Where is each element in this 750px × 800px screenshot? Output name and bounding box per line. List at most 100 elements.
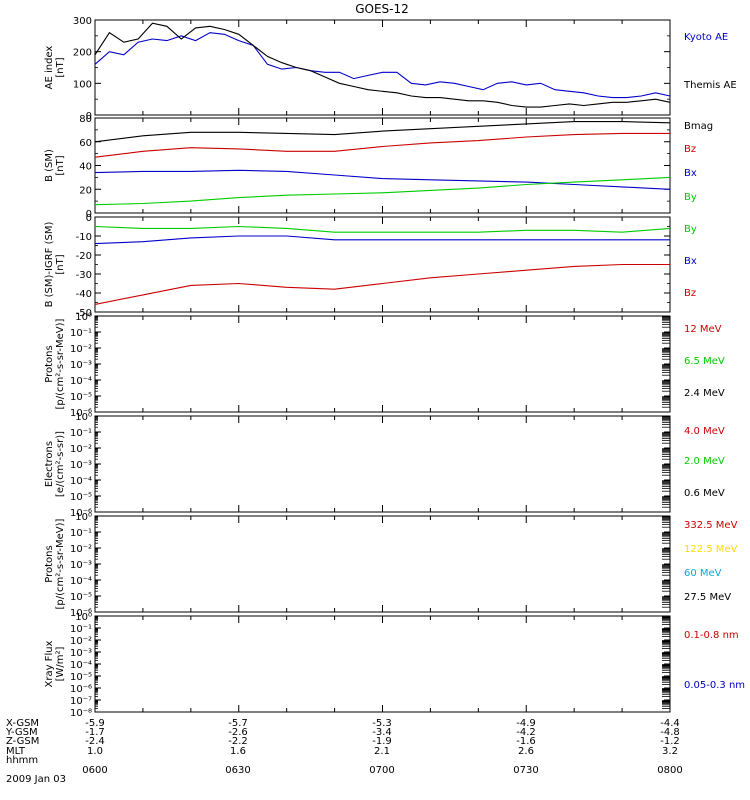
y-tick-label: -10 (76, 232, 92, 243)
legend-entry: 6.5 MeV (684, 356, 725, 367)
y-tick-label: 0 (86, 213, 92, 224)
y-tick-label: -30 (76, 270, 92, 281)
legend-entry: By (684, 224, 697, 235)
series-line-bmag (94, 121, 671, 143)
legend-entry: 12 MeV (684, 324, 722, 335)
legend-entry: Bx (684, 168, 697, 179)
y-tick-label: 200 (73, 48, 92, 59)
y-tick-label: 10⁻⁵ (70, 592, 92, 603)
chart-title: GOES-12 (355, 2, 409, 16)
y-tick-label: 10⁻⁴ (70, 376, 92, 387)
panel-frame (94, 615, 671, 713)
y-axis-label: [nT] (55, 155, 66, 175)
x-axis-row-value: -4.2 (516, 727, 536, 738)
legend-entry: 60 MeV (684, 568, 722, 579)
panel-frame (94, 415, 671, 513)
y-tick-label: 10⁻² (70, 344, 92, 355)
legend-entry: 0.05-0.3 nm (684, 680, 745, 691)
x-axis-row-value: -3.4 (372, 727, 392, 738)
y-tick-label: 20 (79, 185, 92, 196)
legend-entry: 332.5 MeV (684, 520, 738, 531)
y-tick-label: 10⁻¹ (70, 624, 92, 635)
x-axis-row-value: -2.2 (228, 736, 248, 747)
y-axis-label: B (SM) (44, 149, 55, 182)
y-axis-label: Xray Flux (44, 640, 55, 687)
y-tick-label: 10⁰ (75, 612, 92, 623)
x-axis-row-value: 3.2 (662, 746, 678, 757)
legend-entry: 27.5 MeV (684, 592, 731, 603)
legend-entry: Bz (684, 144, 696, 155)
series-line-kyoto-ae (94, 32, 671, 99)
panel-3: -50 -40 -30 -20 -10 0 B (SM)-IGRF (SM) [nT] By Bx… (44, 213, 697, 319)
series-line-bx (94, 169, 671, 190)
x-axis-row-label: hhmm (6, 755, 38, 766)
y-tick-label: 10⁰ (75, 312, 92, 323)
y-tick-label: 10⁻⁶ (70, 508, 92, 519)
y-tick-label: 60 (79, 138, 92, 149)
x-axis-row-value: -2.4 (85, 736, 105, 747)
y-axis-label: [p/(cm²-s-sr-MeV)] (55, 318, 66, 409)
x-axis-row-label: Z-GSM (6, 736, 39, 747)
x-axis-row-label: MLT (6, 746, 26, 757)
x-axis-row-value: -5.7 (228, 718, 248, 729)
y-tick-label: 10⁻⁶ (70, 608, 92, 619)
legend-entry: Themis AE (683, 80, 737, 91)
y-tick-label: 10⁻³ (70, 560, 92, 571)
legend-entry: Bz (684, 288, 696, 299)
x-axis-time-label: 0730 (513, 765, 538, 776)
y-tick-label: 10⁻⁷ (70, 696, 92, 707)
panel-2: 0 20 40 60 80 B (SM) [nT] Bmag Bz Bx By (44, 114, 713, 220)
y-tick-label: 10⁰ (75, 512, 92, 523)
x-axis-time-label: 0800 (657, 765, 682, 776)
legend-entry: 0.1-0.8 nm (684, 630, 739, 641)
y-tick-label: -50 (76, 308, 92, 319)
y-tick-label: 10⁻¹ (70, 528, 92, 539)
legend-entry: Bx (684, 256, 697, 267)
x-axis-row-value: -1.2 (660, 736, 680, 747)
legend-entry: 2.0 MeV (684, 456, 725, 467)
y-tick-label: 10⁻⁸ (70, 708, 92, 719)
panel-1: 0 100 200 300 AE index [nT] Kyoto AE Themis AE (44, 16, 737, 122)
y-axis-label: [W/m²] (55, 646, 66, 681)
y-axis-label: Electrons (44, 441, 55, 487)
x-axis-row-value: 2.1 (374, 746, 390, 757)
y-tick-label: 10⁻⁵ (70, 492, 92, 503)
y-axis-label: [e/(cm²-s-sr)] (55, 431, 66, 497)
y-axis-label: AE index (44, 46, 55, 90)
panel-5: 10⁻⁶ 10⁻⁵ 10⁻⁴ 10⁻³ 10⁻² 10⁻¹ 10⁰ Electrons [e/(… (44, 412, 725, 519)
panel-4: 10⁻⁶ 10⁻⁵ 10⁻⁴ 10⁻³ 10⁻² 10⁻¹ 10⁰ Protons [p/(cm… (44, 312, 725, 419)
x-axis-time-label: 0630 (225, 765, 250, 776)
legend-entry: 0.6 MeV (684, 488, 725, 499)
y-tick-label: -40 (76, 289, 92, 300)
y-axis-label: Protons (44, 545, 55, 582)
panel-frame (94, 315, 671, 413)
y-tick-label: 10⁻⁶ (70, 408, 92, 419)
x-axis-date: 2009 Jan 03 (6, 774, 66, 785)
y-axis-label: [nT] (55, 57, 66, 77)
panel-6: 10⁻⁶ 10⁻⁵ 10⁻⁴ 10⁻³ 10⁻² 10⁻¹ 10⁰ Protons [p/(cm… (44, 512, 738, 619)
legend-entry: Bmag (684, 121, 713, 132)
y-axis-label: [p/(cm²-s-sr-MeV)] (55, 518, 66, 609)
y-tick-label: 10⁻³ (70, 360, 92, 371)
x-axis-time-label: 0600 (82, 765, 107, 776)
y-tick-label: 10⁰ (75, 412, 92, 423)
x-axis-row-value: -4.8 (660, 727, 680, 738)
y-tick-label: -20 (76, 251, 92, 262)
series-line-by (94, 176, 671, 206)
x-axis-row-label: Y-GSM (5, 727, 38, 738)
y-tick-label: 100 (73, 79, 92, 90)
panel-frame (94, 216, 671, 313)
y-tick-label: 10⁻¹ (70, 428, 92, 439)
legend-entry: 2.4 MeV (684, 388, 725, 399)
x-axis-row-value: -1.9 (372, 736, 392, 747)
y-tick-label: 80 (79, 114, 92, 125)
x-axis-row-value: 2.6 (518, 746, 534, 757)
y-tick-label: 10⁻¹ (70, 328, 92, 339)
y-tick-label: 10⁻⁵ (70, 392, 92, 403)
x-axis-row-value: 1.6 (230, 746, 246, 757)
y-tick-label: 0 (86, 111, 92, 122)
x-axis-row-value: -1.6 (516, 736, 536, 747)
y-tick-label: 10⁻⁴ (70, 476, 92, 487)
